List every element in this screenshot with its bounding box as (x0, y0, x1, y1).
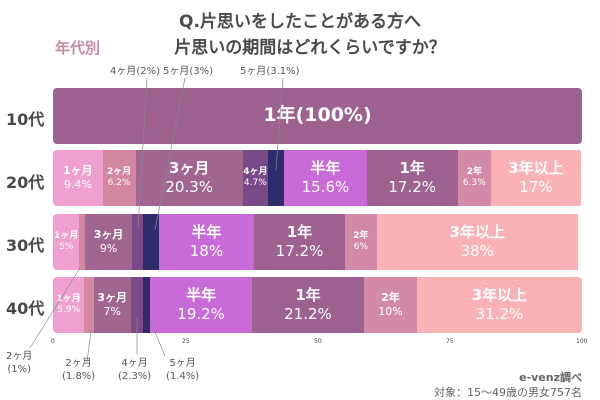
bar-segment-2年: 2年 10% (364, 277, 417, 333)
segment-value-label: 19.2% (177, 305, 225, 323)
bar-segment-3年以上: 3年以上 38% (376, 214, 578, 270)
segment-category-label: 半年 (186, 286, 217, 305)
segment-category-label: 2年 (466, 166, 482, 177)
segment-category-label: 1ヶ月 (54, 230, 79, 241)
bar-segment-1ヶ月: 1ヶ月 5% (53, 214, 80, 270)
row-label-10s: 10代 (6, 110, 45, 129)
x-tick-75: 75 (446, 338, 454, 345)
segment-value-label: 7% (103, 305, 121, 318)
callout-40s-4months: 4ヶ月 (2.3%) (118, 358, 152, 382)
x-tick-25: 25 (182, 338, 190, 345)
bar-row-40s: 1ヶ月 5.9% 3ヶ月 7% 半年 19.2% 1年 21.2% 2年 10% 3年以上 31.2% (53, 277, 582, 333)
bar-segment-5ヶ月 (267, 150, 285, 206)
segment-value-label: 21.2% (284, 305, 332, 323)
bar-segment-1ヶ月: 1ヶ月 9.4% (53, 150, 103, 206)
segment-value-label: 15.6% (301, 178, 350, 196)
segment-category-label: 1年 (286, 223, 313, 242)
segment-value-label: 17% (519, 178, 553, 196)
bar-segment-4ヶ月 (132, 214, 143, 270)
callout-40s-5months: 5ヶ月 (1.4%) (166, 358, 200, 382)
segment-category-label: 3ヶ月 (97, 291, 128, 305)
chart-subtitle: 片思いの期間はどれくらいですか？ (174, 38, 446, 58)
bar-segment-4ヶ月: 4ヶ月 4.7% (242, 150, 268, 206)
segment-value-label: 5.9% (57, 305, 81, 315)
bar-segment-2ヶ月 (79, 214, 85, 270)
bar-segment-1ヶ月: 1ヶ月 5.9% (53, 277, 85, 333)
callout-40s-2months: 2ヶ月 (1.8%) (62, 358, 96, 382)
segment-category-label: 3年以上 (449, 223, 505, 242)
bar-segment-1年: 1年(100%) (53, 88, 582, 144)
callout-20s-5months: 5ヶ月(3.1%) (240, 66, 300, 77)
bar-segment-3年以上: 3年以上 17% (491, 150, 581, 206)
segment-value-label: 6% (353, 242, 368, 252)
bar-row-20s: 1ヶ月 9.4% 2ヶ月 6.2% 3ヶ月 20.3% 4ヶ月 4.7% 半年 15.6% 1年 17… (53, 150, 582, 206)
bar-segment-3ヶ月: 3ヶ月 20.3% (135, 150, 243, 206)
segment-category-label: 1ヶ月 (63, 164, 93, 178)
segment-category-label: 3ヶ月 (93, 228, 124, 242)
segment-category-label: 2年 (381, 291, 400, 305)
bar-segment-2年: 2年 6.3% (457, 150, 491, 206)
segment-value-label: 5% (59, 242, 74, 252)
segment-label: 1年(100%) (263, 104, 372, 127)
segment-value-label: 17.2% (388, 178, 436, 196)
bar-segment-3ヶ月: 3ヶ月 7% (93, 277, 131, 333)
segment-category-label: 3ヶ月 (168, 159, 210, 178)
callout-30s-2months: 2ヶ月 (1%) (6, 351, 33, 375)
segment-category-label: 2年 (353, 230, 369, 241)
bar-row-30s: 1ヶ月 5% 3ヶ月 9% 半年 18% 1年 17.2% 2年 6% 3年以上 38% (53, 214, 582, 270)
segment-value-label: 9% (99, 242, 118, 255)
age-group-tag: 年代別 (55, 39, 101, 57)
segment-value-label: 4.7% (243, 178, 267, 188)
segment-value-label: 17.2% (275, 242, 324, 260)
segment-value-label: 31.2% (475, 305, 524, 323)
callout-30s-5months: 5ヶ月(3%) (163, 66, 214, 77)
segment-category-label: 3年以上 (508, 159, 564, 178)
bar-segment-3年以上: 3年以上 31.2% (416, 277, 582, 333)
bar-segment-1年: 1年 17.2% (254, 214, 345, 270)
segment-category-label: 4ヶ月 (243, 166, 268, 177)
segment-category-label: 半年 (191, 223, 222, 242)
segment-category-label: 2ヶ月 (106, 166, 132, 177)
bar-segment-半年: 半年 19.2% (150, 277, 252, 333)
segment-category-label: 1年 (295, 286, 321, 305)
bar-segment-半年: 半年 15.6% (284, 150, 367, 206)
bar-segment-5ヶ月 (142, 277, 151, 333)
segment-value-label: 18% (189, 242, 224, 260)
segment-category-label: 3年以上 (471, 286, 528, 305)
bar-segment-1年: 1年 17.2% (366, 150, 458, 206)
row-label-20s: 20代 (6, 173, 45, 192)
chart-title: Q.片思いをしたことがある方へ (179, 12, 421, 32)
segment-value-label: 38% (460, 242, 494, 260)
segment-category-label: 1年 (399, 159, 425, 178)
bar-segment-1年: 1年 21.2% (251, 277, 365, 333)
segment-value-label: 9.4% (63, 178, 92, 191)
survey-target: 対象：15〜49歳の男女757名 (434, 386, 582, 399)
bar-segment-2年: 2年 6% (345, 214, 377, 270)
segment-value-label: 6.2% (107, 178, 131, 188)
bar-segment-5ヶ月 (142, 214, 159, 270)
x-tick-0: 0 (51, 338, 55, 345)
segment-value-label: 20.3% (165, 178, 214, 196)
callout-30s-4months: 4ヶ月(2%) (110, 66, 161, 77)
bar-segment-2ヶ月 (84, 277, 94, 333)
bar-row-10s: 1年(100%) (53, 88, 582, 144)
bar-segment-3ヶ月: 3ヶ月 9% (84, 214, 133, 270)
bar-segment-2ヶ月: 2ヶ月 6.2% (102, 150, 136, 206)
segment-value-label: 10% (378, 305, 403, 318)
row-label-40s: 40代 (6, 299, 45, 318)
x-tick-100: 100 (576, 338, 588, 345)
segment-value-label: 6.3% (462, 178, 486, 188)
segment-category-label: 半年 (310, 159, 341, 178)
bar-segment-半年: 半年 18% (158, 214, 255, 270)
row-label-30s: 30代 (6, 236, 45, 255)
segment-category-label: 1ヶ月 (56, 293, 81, 304)
x-tick-50: 50 (314, 338, 322, 345)
bar-segment-4ヶ月 (130, 277, 143, 333)
source-credit: e-venz調べ (519, 371, 582, 384)
